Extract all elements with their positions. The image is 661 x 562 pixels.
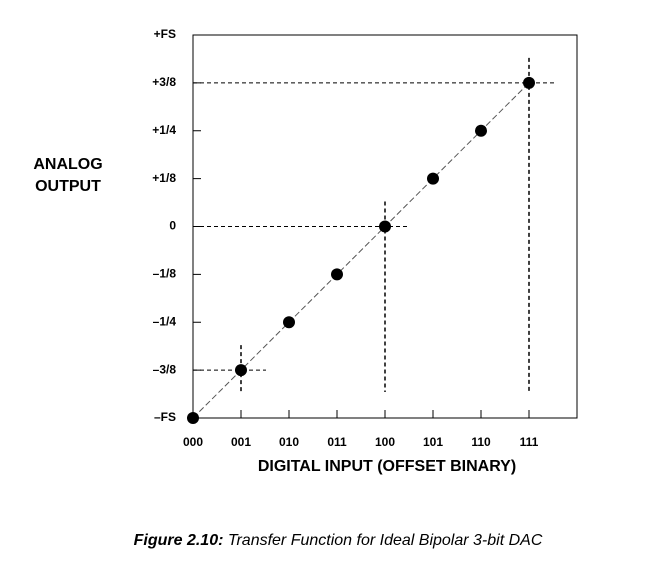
y-tick-label: +1/8 [152,171,176,185]
data-point [427,172,439,185]
x-tick-label: 110 [471,435,491,449]
x-tick-label: 001 [231,435,251,449]
x-axis-label: DIGITAL INPUT (OFFSET BINARY) [258,458,516,475]
y-tick-label: +1/4 [152,123,176,137]
data-point [187,412,199,424]
y-tick-label: +FS [154,27,176,41]
x-tick-label: 010 [279,435,299,449]
y-tick-label: –1/4 [153,314,177,328]
data-point [283,316,295,329]
caption-text: Transfer Function for Ideal Bipolar 3-bi… [228,532,543,549]
y-axis-label: OUTPUT [35,178,101,195]
caption-label: Figure 2.10: [134,532,224,549]
data-point [331,268,343,281]
x-tick-label: 100 [375,435,395,449]
x-tick-label: 111 [520,435,539,449]
x-tick-label: 101 [423,435,443,449]
y-tick-label: –FS [154,410,176,424]
data-point [523,76,535,89]
y-tick-label: 0 [169,219,176,233]
caption: Figure 2.10: Transfer Function for Ideal… [134,532,543,549]
x-tick-label: 011 [327,435,347,449]
transfer-line [192,82,530,419]
data-point [475,124,487,137]
data-point [235,364,247,377]
y-axis-label: ANALOG [33,156,102,173]
y-tick-label: –1/8 [153,267,177,281]
y-tick-label: –3/8 [153,362,177,376]
y-tick-label: +3/8 [152,75,176,89]
x-tick-label: 000 [183,435,203,449]
data-point [379,220,391,233]
